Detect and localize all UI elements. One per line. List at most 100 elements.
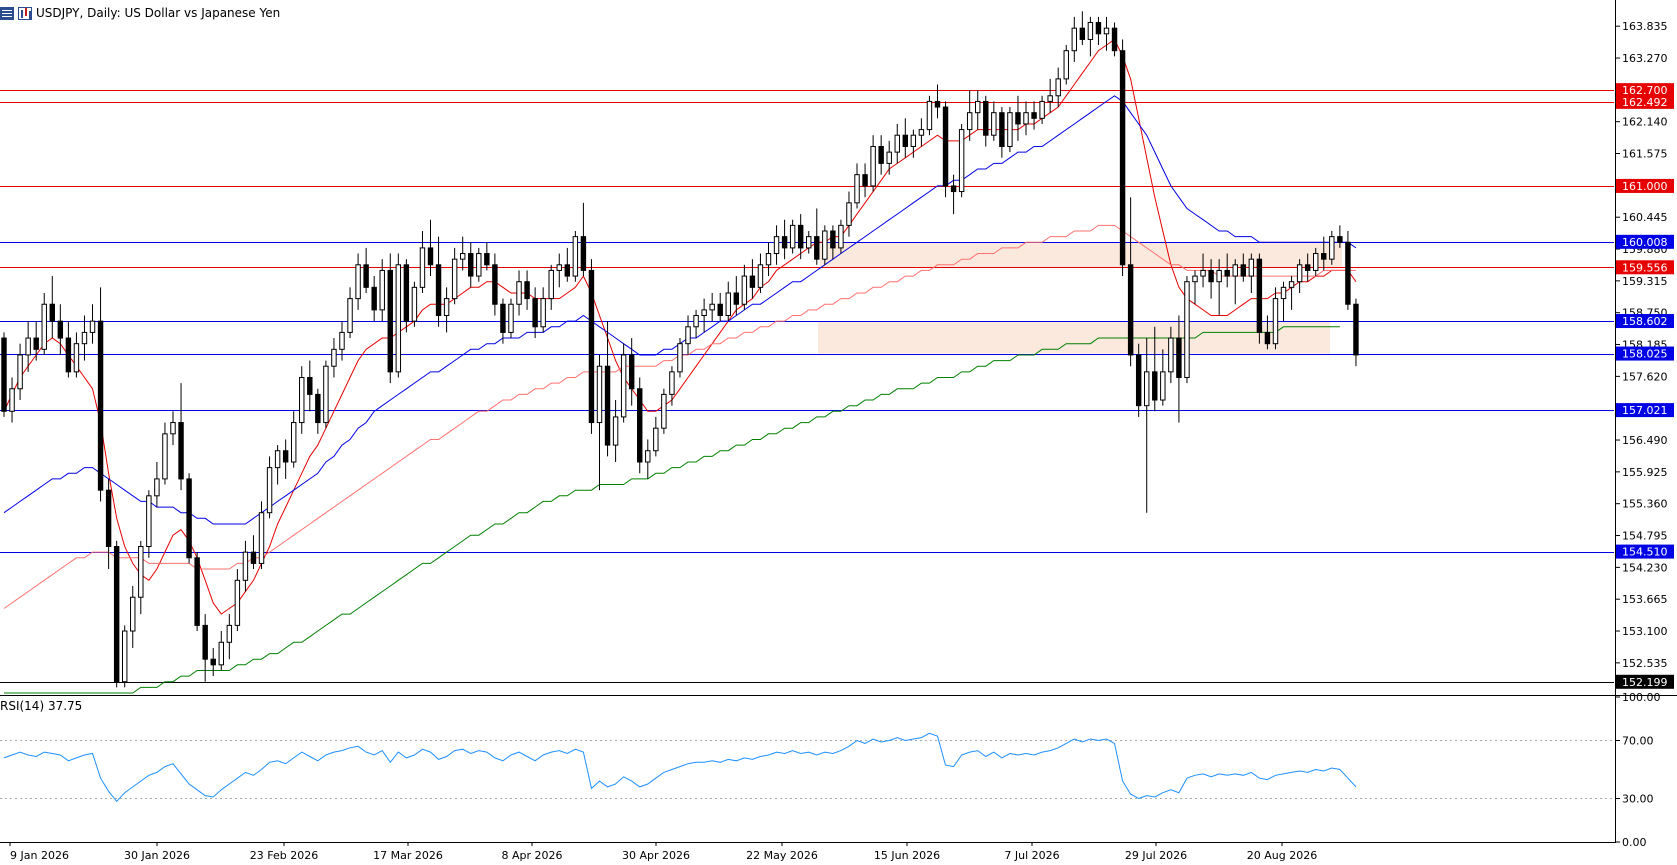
candle-body	[113, 546, 120, 683]
candle	[242, 540, 249, 592]
candle-body	[339, 331, 345, 350]
candle-body	[966, 112, 973, 131]
candle-body	[1288, 281, 1295, 288]
candle-body	[749, 275, 756, 288]
candle-body	[459, 253, 466, 260]
candle	[733, 276, 740, 316]
candle-body	[250, 551, 257, 564]
candle-body	[484, 253, 490, 266]
candle	[371, 276, 377, 322]
candle-body	[146, 495, 152, 548]
candle	[838, 219, 844, 254]
price-level-label: 152.199	[1622, 676, 1668, 689]
menu-icon[interactable]	[0, 6, 14, 20]
candle	[1208, 259, 1214, 299]
candle	[443, 287, 450, 333]
candle-body	[170, 422, 176, 435]
candle-body	[1087, 22, 1094, 40]
candle-body	[1296, 264, 1303, 283]
candle	[806, 231, 812, 254]
candle-body	[733, 292, 740, 305]
candle-body	[1345, 241, 1351, 305]
candle-body	[468, 253, 474, 277]
candle-body	[572, 236, 579, 277]
candle	[146, 490, 152, 558]
candle	[596, 354, 603, 491]
candle	[1, 332, 7, 417]
candle	[1256, 253, 1263, 344]
candle	[532, 287, 538, 339]
candle-body	[379, 269, 385, 311]
candle-body	[1168, 337, 1174, 373]
candle-body	[781, 236, 788, 249]
candle	[958, 123, 965, 198]
candle	[1095, 16, 1102, 46]
candle	[387, 253, 393, 384]
candle-body	[258, 512, 265, 564]
candle-body	[1023, 112, 1029, 125]
candle	[588, 259, 595, 434]
candle-body	[419, 247, 426, 288]
candle-body	[637, 388, 643, 463]
candle-body	[266, 467, 273, 514]
candle	[315, 388, 321, 434]
candle	[620, 343, 627, 423]
price-tick-label: 161.575	[1622, 148, 1668, 161]
candle	[669, 366, 675, 406]
candle-body	[1152, 371, 1158, 401]
candle	[210, 647, 216, 677]
chart-title: USDJPY, Daily: US Dollar vs Japanese Yen	[36, 6, 281, 20]
candle-body	[604, 365, 611, 446]
candle	[1304, 253, 1311, 282]
candle	[1248, 253, 1255, 293]
candle-body	[290, 422, 297, 463]
candle-body	[492, 264, 498, 305]
price-tick-label: 162.140	[1622, 116, 1668, 129]
candle-body	[1264, 331, 1271, 345]
candle	[355, 253, 361, 310]
candle-body	[323, 365, 329, 424]
moving-average-line	[3, 38, 1357, 615]
price-level-label: 160.008	[1622, 236, 1668, 249]
candle	[1119, 39, 1126, 277]
candle	[934, 84, 941, 119]
candle	[1200, 253, 1206, 288]
candle	[33, 321, 39, 361]
price-level-label: 158.025	[1622, 348, 1668, 361]
candle	[1296, 259, 1303, 293]
candle-body	[942, 106, 949, 187]
candle-body	[975, 100, 981, 114]
bar-chart-icon[interactable]	[18, 6, 32, 20]
candle	[138, 540, 144, 615]
candle	[97, 287, 104, 502]
candle	[226, 614, 233, 660]
candle	[468, 242, 474, 288]
candle	[1111, 22, 1118, 57]
candle-body	[1103, 27, 1110, 35]
price-level-label: 159.556	[1622, 261, 1668, 274]
shaded-zone	[820, 241, 1342, 268]
price-tick-label: 163.835	[1622, 20, 1668, 33]
candle-body	[282, 450, 289, 463]
candle-body	[1272, 298, 1279, 345]
time-tick-label: 17 Mar 2026	[373, 849, 443, 862]
candle-body	[918, 129, 925, 136]
price-level-label: 162.492	[1622, 96, 1668, 109]
price-level-label: 161.000	[1622, 180, 1668, 193]
candle-body	[797, 224, 804, 249]
candle	[323, 360, 329, 429]
candle-body	[854, 174, 860, 204]
candle	[628, 338, 635, 406]
candle-body	[105, 489, 112, 548]
candle	[1007, 107, 1013, 153]
price-tick-label: 153.665	[1622, 593, 1668, 606]
candle	[1264, 315, 1271, 350]
candle	[121, 625, 128, 688]
candle-body	[1119, 50, 1126, 266]
candle-body	[81, 331, 88, 345]
candle	[500, 298, 506, 344]
candle	[661, 388, 667, 434]
time-tick-label: 8 Apr 2026	[501, 849, 562, 862]
price-level-tag	[1616, 234, 1674, 249]
